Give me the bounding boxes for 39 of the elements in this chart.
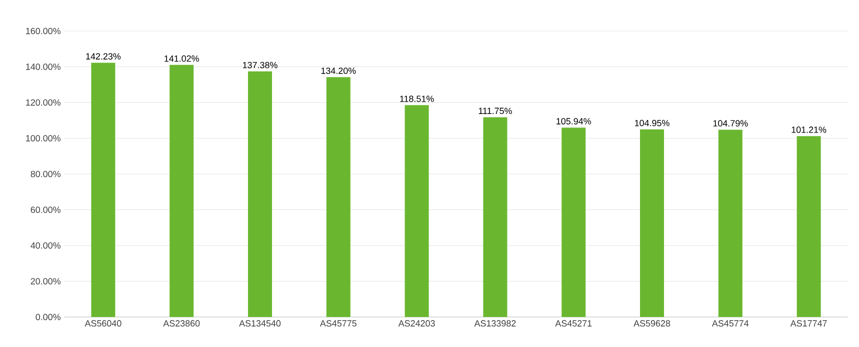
data-label: 142.23% <box>86 53 121 60</box>
bar <box>91 62 116 317</box>
bar <box>562 128 586 317</box>
bar <box>483 117 508 317</box>
data-label: 105.94% <box>556 118 591 124</box>
data-label: 141.02% <box>164 55 199 62</box>
x-tick-label: AS59628 <box>634 320 670 327</box>
bar <box>404 105 429 317</box>
data-label: 118.51% <box>400 96 434 102</box>
bar <box>796 136 821 317</box>
y-tick-label: 40.00% <box>30 242 60 249</box>
y-tick-label: 60.00% <box>30 206 60 213</box>
x-tick-label: AS133982 <box>474 320 516 327</box>
y-tick-label: 160.00% <box>26 28 60 34</box>
x-tick-label: AS45775 <box>320 320 356 327</box>
data-label: 137.38% <box>242 62 278 68</box>
bar <box>248 71 272 317</box>
x-tick-label: AS17747 <box>790 320 827 327</box>
data-label: 134.20% <box>321 68 356 74</box>
bar <box>326 77 350 317</box>
x-tick-label: AS45271 <box>555 320 592 327</box>
y-tick-label: 120.00% <box>26 99 60 106</box>
bar <box>640 129 664 317</box>
x-tick-label: AS56040 <box>84 320 122 327</box>
y-tick-label: 100.00% <box>26 135 60 142</box>
bar <box>170 64 194 317</box>
data-label: 111.75% <box>478 108 512 114</box>
x-tick-label: AS23860 <box>163 320 200 327</box>
data-label: 104.95% <box>634 120 670 126</box>
data-label: 104.79% <box>713 120 748 126</box>
y-tick-label: 80.00% <box>30 170 60 178</box>
x-tick-label: AS45774 <box>712 320 749 327</box>
y-tick-label: 0.00% <box>36 314 60 320</box>
y-tick-label: 20.00% <box>30 278 60 284</box>
bar <box>718 130 742 317</box>
x-tick-label: AS24203 <box>398 320 435 327</box>
data-label: 101.21% <box>792 126 826 133</box>
x-tick-label: AS134540 <box>239 320 281 327</box>
y-tick-label: 140.00% <box>26 64 60 70</box>
